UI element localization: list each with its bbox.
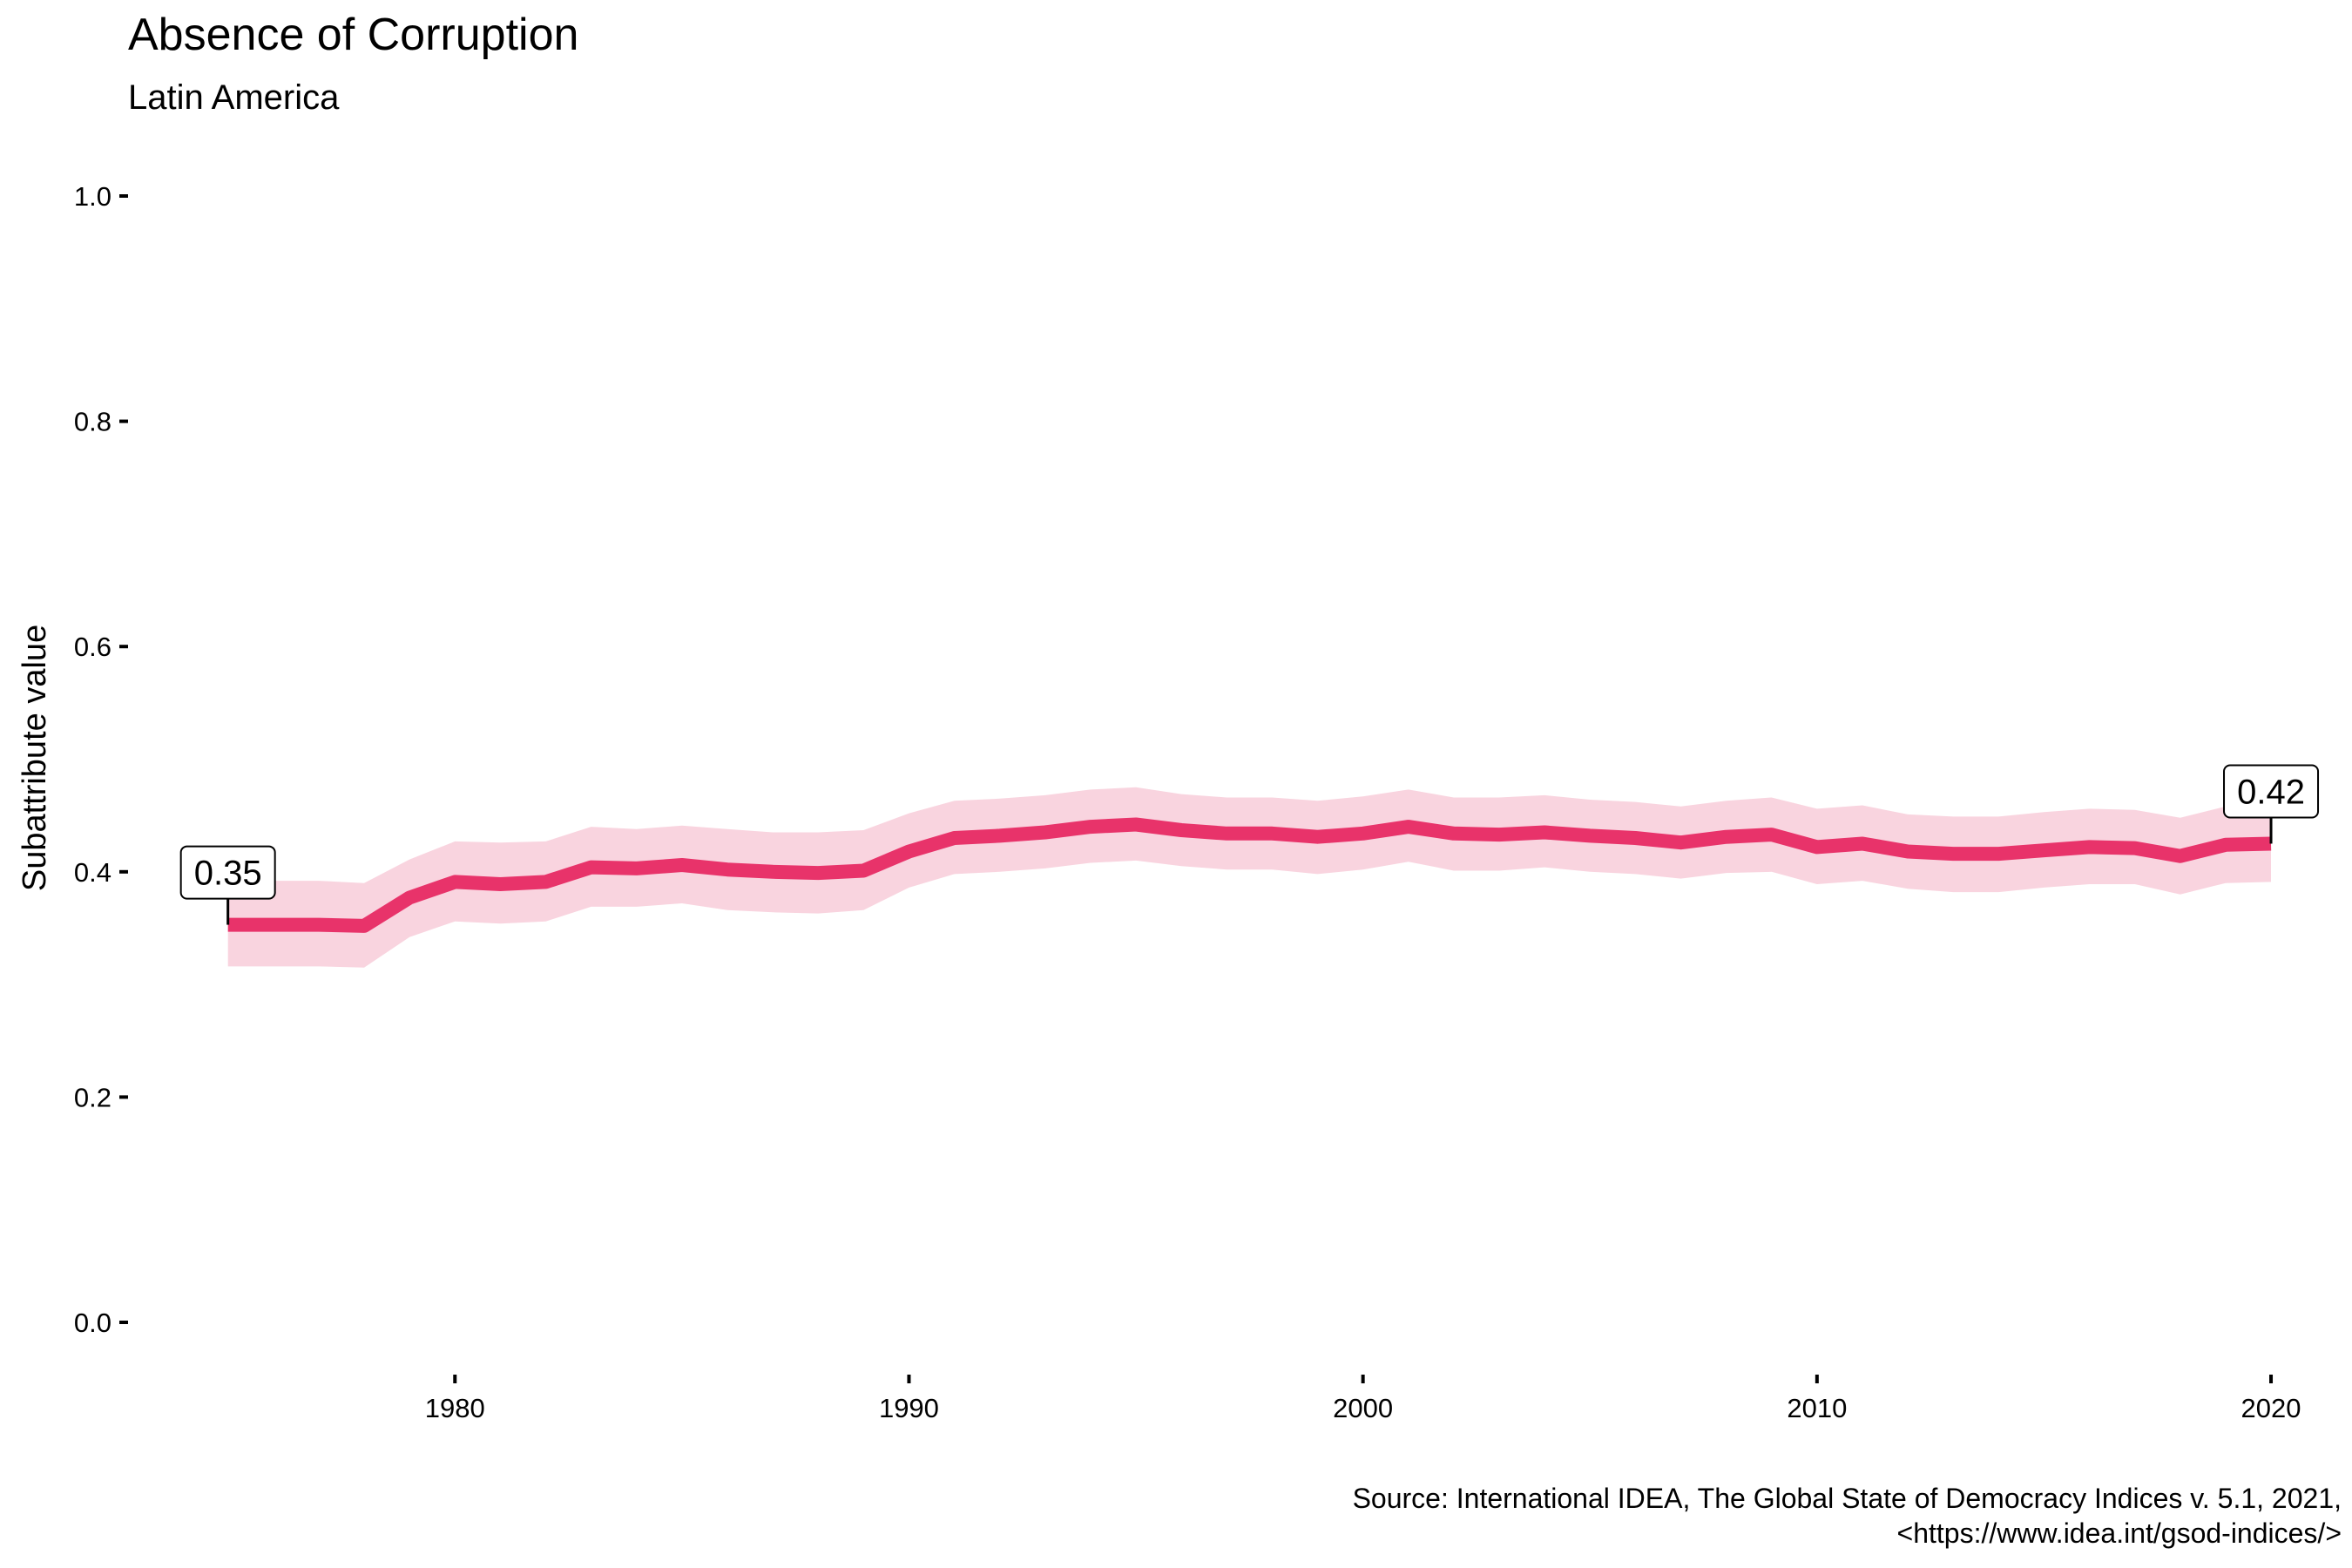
series-line-layer [227,817,2272,933]
chart-caption: Source: International IDEA, The Global S… [1353,1481,2342,1551]
caption-line-1: Source: International IDEA, The Global S… [1352,1483,2342,1514]
x-tick-label: 2010 [1787,1393,1847,1423]
x-tick-label: 1990 [879,1393,939,1423]
y-tick-label: 0.6 [74,632,112,662]
x-tick-label: 1980 [425,1393,485,1423]
end-value-label: 0.35 [179,845,276,925]
x-tick-label: 2000 [1333,1393,1393,1423]
y-axis-title: Subattribute value [17,625,53,891]
label-value-text: 0.42 [2237,773,2305,811]
y-axis: 0.0 0.2 0.4 0.6 0.8 1.0 [74,181,128,1338]
x-tick-label: 2020 [2241,1393,2301,1423]
chart-title: Absence of Corruption [128,10,579,60]
y-tick-label: 0.2 [74,1082,112,1112]
y-tick-label: 1.0 [74,181,112,212]
y-tick-label: 0.4 [74,857,112,888]
end-value-label: 0.42 [2223,764,2320,844]
label-box [179,845,276,900]
y-tick-label: 0.8 [74,407,112,437]
y-tick-label: 0.0 [74,1308,112,1338]
end-label-layer: 0.35 0.42 [179,764,2320,925]
label-value-text: 0.35 [194,855,262,893]
chart-subtitle: Latin America [128,78,340,117]
x-axis: 1980 1990 2000 2010 2020 [425,1375,2301,1423]
caption-line-2: <https://www.idea.int/gsod-indices/> [1896,1517,2342,1549]
label-box [2223,764,2320,819]
series-line [227,817,2272,933]
